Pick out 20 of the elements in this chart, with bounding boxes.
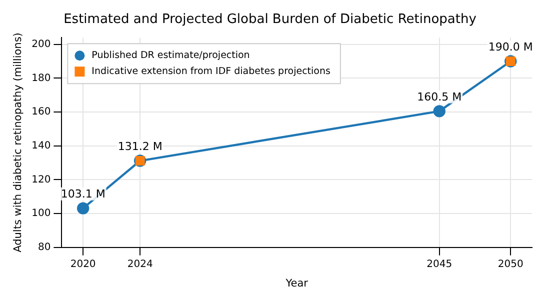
y-tick-label: 140: [32, 140, 51, 152]
y-tick-label: 120: [32, 174, 51, 186]
data-label: 103.1 M: [60, 188, 106, 201]
y-tick-label: 160: [32, 106, 51, 118]
x-tick-label: 2024: [127, 258, 153, 270]
y-tick-label: 100: [32, 208, 51, 220]
y-tick-label: 200: [32, 38, 51, 50]
data-label: 160.5 M: [417, 90, 462, 104]
legend-label: Published DR estimate/projection: [92, 50, 250, 62]
y-tick-label: 180: [32, 72, 51, 84]
x-tick-label: 2045: [426, 258, 452, 270]
data-label: 131.2 M: [118, 140, 162, 154]
legend-label: Indicative extension from IDF diabetes projections: [92, 66, 330, 78]
chart-title: Estimated and Projected Global Burden of Diabetic Retinopathy: [64, 12, 477, 28]
x-tick-label: 2020: [70, 258, 96, 270]
x-axis-title: Year: [284, 277, 309, 290]
x-tick-label: 2050: [498, 258, 524, 270]
data-label: 190.0 M: [488, 40, 533, 54]
y-axis-title: Adults with diabetic retinopathy (millions): [12, 32, 24, 252]
y-tick-label: 80: [38, 242, 51, 253]
